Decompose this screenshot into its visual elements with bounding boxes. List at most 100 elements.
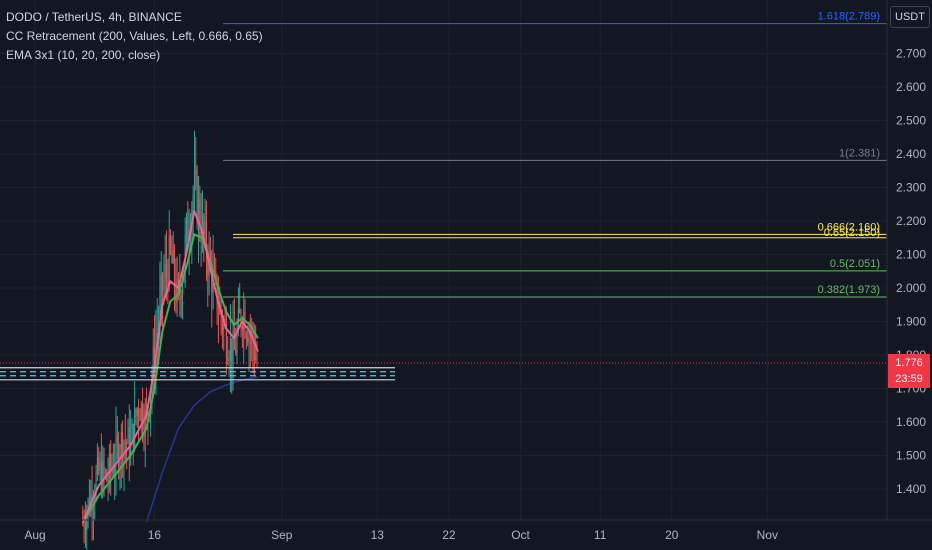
candle-body [175, 286, 177, 302]
candle-body [99, 462, 101, 471]
candle-body [135, 409, 137, 416]
ema-10-line [81, 209, 259, 523]
candle-body [124, 442, 126, 444]
candle-body [130, 438, 132, 459]
x-tick-label: Oct [511, 528, 530, 542]
y-tick-label: 1.600 [896, 415, 926, 429]
y-tick-label: 2.500 [896, 114, 926, 128]
candle-body [154, 346, 156, 371]
candle-body [123, 442, 125, 459]
support-lines[interactable] [0, 367, 395, 381]
candle-body [100, 462, 102, 492]
candle-body [227, 358, 229, 362]
indicator-cc-retracement[interactable]: CC Retracement (200, Values, Left, 0.666… [6, 29, 263, 43]
candle-body [94, 496, 96, 504]
candle-body [107, 478, 109, 481]
candle-body [231, 338, 233, 365]
candle-body [115, 436, 117, 468]
candle-body [116, 436, 118, 442]
candle-body [217, 312, 219, 314]
grid-lines [0, 0, 887, 520]
candle-body [164, 264, 166, 279]
candle-body [160, 274, 162, 296]
x-tick-label: 13 [371, 528, 385, 542]
candle-body [195, 169, 197, 174]
candle-body [229, 338, 231, 361]
candle-body [119, 456, 121, 468]
fib-level-label: 0.5(2.051) [830, 258, 880, 270]
bar-countdown: 23:59 [895, 373, 923, 385]
candle-body [184, 235, 186, 267]
candle-body [203, 218, 205, 235]
candle-body [228, 360, 230, 362]
candle-body [108, 454, 110, 479]
candle-body [232, 330, 234, 365]
candle-body [136, 408, 138, 416]
candle-body [245, 335, 247, 338]
candle-body [163, 278, 165, 290]
ema-20-line [81, 233, 259, 524]
candle-body [132, 423, 134, 448]
y-tick-label: 2.600 [896, 80, 926, 94]
x-tick-label: 22 [442, 528, 456, 542]
candle-body [140, 403, 142, 421]
candle-body [114, 467, 116, 473]
fib-retracement-levels[interactable]: 1.618(2.789) 1(2.381) 0.666(2.160)0.65(2.1… [223, 11, 887, 298]
x-tick-label: 16 [148, 528, 162, 542]
candle-body [103, 460, 105, 473]
candle-body [142, 403, 144, 429]
candle-body [96, 457, 98, 474]
symbol-title[interactable]: DODO / TetherUS, 4h, BINANCE [6, 10, 182, 24]
candle-body [92, 503, 94, 511]
candle-body [122, 432, 124, 459]
fib-level-label: 1(2.381) [839, 147, 880, 159]
ema-200-line [145, 376, 259, 523]
y-tick-label: 2.000 [896, 281, 926, 295]
candle-body [215, 270, 217, 276]
candle-body [144, 409, 146, 437]
candle-body [126, 442, 128, 444]
candle-body [221, 317, 223, 330]
candle-body [170, 235, 172, 248]
candle-body [147, 411, 149, 416]
y-tick-label: 2.200 [896, 214, 926, 228]
candle-body [134, 409, 136, 448]
time-axis[interactable]: Aug 16 Sep 13 22 Oct 11 20 Nov [24, 528, 778, 542]
candle-body [87, 499, 89, 514]
candle-body [225, 323, 227, 359]
fib-level-label: 0.666(2.160) [818, 221, 880, 233]
candle-body [128, 427, 130, 459]
y-tick-label: 2.700 [896, 47, 926, 61]
x-tick-label: Aug [24, 528, 45, 542]
candle-body [197, 199, 199, 225]
price-axis[interactable]: 1.4001.5001.6001.7001.8001.9002.0002.100… [896, 47, 926, 497]
fib-level-label: 0.65(2.150) [824, 227, 880, 239]
ema-fast-series [81, 209, 259, 524]
indicator-ema[interactable]: EMA 3x1 (10, 20, 200, close) [6, 48, 161, 62]
candle-body [205, 222, 207, 259]
x-tick-label: Sep [271, 528, 293, 542]
candle-body [223, 323, 225, 330]
candle-body [112, 467, 114, 473]
candle-body [84, 527, 86, 531]
last-price-value: 1.776 [895, 357, 923, 369]
x-tick-label: 20 [665, 528, 679, 542]
candle-body [110, 454, 112, 469]
candle-body [82, 522, 84, 524]
candle-body [192, 194, 194, 211]
chart-legend: DODO / TetherUS, 4h, BINANCE CC Retracem… [6, 8, 263, 65]
candle-body [95, 473, 97, 497]
candle-body [86, 513, 88, 531]
currency-label[interactable]: USDT [890, 6, 930, 28]
ema-200-series [145, 376, 259, 523]
candle-body [193, 169, 195, 195]
y-tick-label: 1.400 [896, 482, 926, 496]
x-tick-label: Nov [757, 528, 778, 542]
candle-body [213, 269, 215, 271]
candle-body [83, 522, 85, 528]
candle-body [241, 325, 243, 330]
candle-body [199, 199, 201, 230]
candle-body [187, 216, 189, 242]
candle-body [102, 460, 104, 492]
